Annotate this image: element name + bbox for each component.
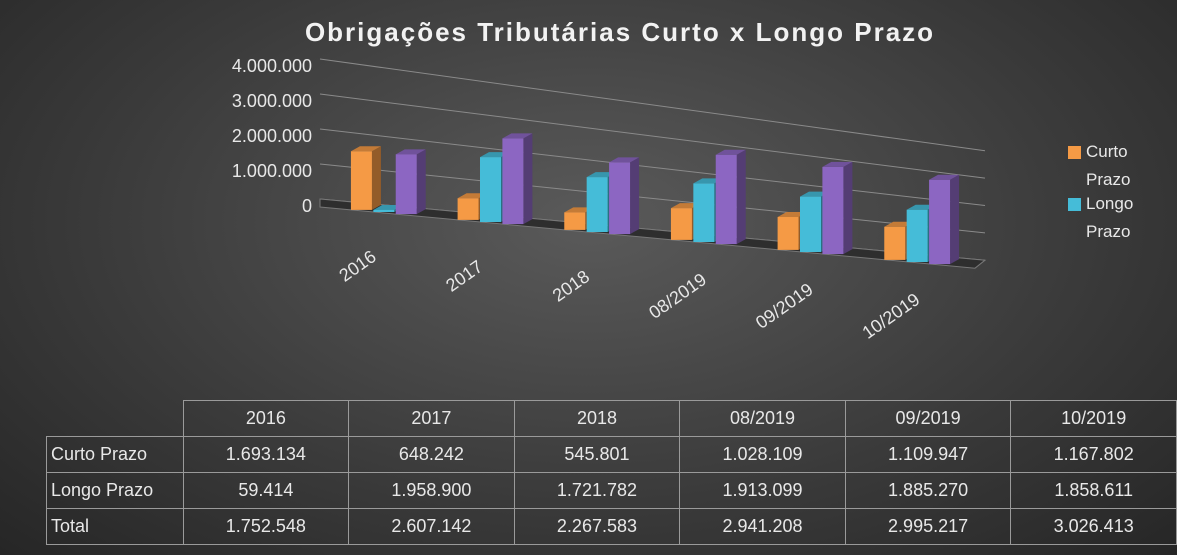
table-cell: 1.693.134: [182, 436, 350, 473]
table-row-head: Total: [46, 508, 184, 545]
bar-front: [502, 138, 524, 225]
bar-front: [480, 157, 501, 222]
bar-front: [350, 151, 372, 210]
bar-front: [693, 183, 715, 242]
bar: [350, 146, 381, 210]
bar-side: [416, 149, 426, 215]
table-cell: 648.242: [348, 436, 515, 473]
table-cell: 2.607.142: [348, 508, 515, 545]
bar-side: [371, 146, 381, 210]
table-header-cell: 08/2019: [679, 400, 846, 437]
table-header-cell: 09/2019: [844, 400, 1012, 437]
y-tick-label: 4.000.000: [232, 56, 312, 76]
bar-front: [777, 217, 799, 250]
bar-front: [395, 154, 417, 215]
bar-top: [822, 161, 853, 167]
table-cell: 1.109.947: [844, 436, 1012, 473]
grid-line: [319, 163, 986, 234]
bar-side: [523, 133, 533, 225]
table-cell: 2.267.583: [513, 508, 681, 545]
table-row-head: Longo Prazo: [46, 472, 184, 509]
bar-front: [564, 212, 586, 230]
y-tick-label: 0: [302, 196, 312, 216]
legend: Curto Prazo Longo Prazo: [1068, 138, 1148, 242]
bar: [395, 149, 426, 215]
table-row: Curto Prazo 1.693.134 648.242 545.801 1.028.…: [46, 436, 1177, 473]
table-cell: 3.026.413: [1010, 508, 1177, 545]
data-table: 2016 2017 2018 08/2019 09/2019 10/2019 Curto P…: [46, 400, 1177, 545]
x-tick-label: 2017: [442, 256, 486, 295]
table-cell: 1.913.099: [679, 472, 846, 509]
table-cell: 59.414: [182, 472, 350, 509]
bar-front: [373, 209, 395, 212]
table-row: Longo Prazo 59.414 1.958.900 1.721.782 1.913…: [46, 472, 1177, 509]
legend-label: Longo Prazo: [1086, 194, 1134, 241]
table-cell: 545.801: [513, 436, 681, 473]
y-tick-label: 1.000.000: [232, 161, 312, 181]
legend-swatch: [1068, 146, 1081, 159]
table-row: Total 1.752.548 2.607.142 2.267.583 2.941.20…: [46, 508, 1177, 545]
bar-front: [822, 166, 844, 255]
y-tick-label: 3.000.000: [232, 91, 312, 111]
bar-top: [395, 149, 426, 155]
y-tick-label: 2.000.000: [232, 126, 312, 146]
legend-label: Curto Prazo: [1086, 142, 1131, 189]
x-tick-label: 10/2019: [859, 289, 924, 343]
table-header-cell: 2016: [182, 400, 350, 437]
x-tick-label: 08/2019: [645, 269, 710, 323]
bar-side: [843, 161, 853, 255]
bar: [715, 149, 746, 245]
bar: [929, 174, 960, 265]
legend-swatch: [1068, 198, 1081, 211]
table-cell: 1.858.611: [1010, 472, 1177, 509]
bar-side: [630, 157, 640, 235]
grid-line: [319, 58, 986, 152]
bar-front: [715, 154, 737, 245]
bar-front: [609, 162, 631, 235]
table-cell: 1.028.109: [679, 436, 846, 473]
x-tick-label: 2018: [549, 266, 593, 305]
table-header-cell: 2017: [348, 400, 515, 437]
bar: [609, 157, 640, 235]
grid-line: [319, 128, 986, 206]
bar-side: [950, 174, 960, 265]
legend-item: Longo Prazo: [1068, 190, 1148, 246]
table-row-head: Curto Prazo: [46, 436, 184, 473]
x-tick-label: 2016: [335, 246, 379, 285]
table-cell: 1.721.782: [513, 472, 681, 509]
table-cell: 1.885.270: [844, 472, 1012, 509]
bar-top: [609, 157, 640, 163]
x-tick-label: 09/2019: [752, 279, 817, 333]
bar-front: [586, 177, 608, 232]
bar-top: [715, 149, 746, 155]
table-header-cell: 2018: [513, 400, 681, 437]
legend-item: Curto Prazo: [1068, 138, 1148, 194]
bar-front: [884, 226, 906, 260]
bar-front: [929, 179, 951, 265]
table-header-row: 2016 2017 2018 08/2019 09/2019 10/2019: [46, 400, 1177, 437]
chart: Obrigações Tributárias Curto x Longo Pra…: [232, 17, 987, 343]
bar-side: [736, 149, 746, 245]
table-cell: 2.941.208: [679, 508, 846, 545]
table-header-cell: 10/2019: [1010, 400, 1177, 437]
table-corner: [46, 400, 184, 437]
grid-line: [319, 93, 986, 179]
chart-title: Obrigações Tributárias Curto x Longo Pra…: [305, 17, 935, 47]
table-cell: 1.167.802: [1010, 436, 1177, 473]
bar-front: [800, 196, 821, 252]
bar: [502, 133, 533, 225]
bar: [822, 161, 853, 255]
table-cell: 1.958.900: [348, 472, 515, 509]
bar-top: [502, 133, 533, 139]
bar-top: [350, 146, 381, 152]
table-cell: 1.752.548: [182, 508, 350, 545]
bar-top: [929, 174, 960, 180]
bar-front: [906, 209, 928, 262]
bar-front: [670, 208, 692, 240]
bar-front: [457, 198, 479, 220]
table-cell: 2.995.217: [844, 508, 1012, 545]
